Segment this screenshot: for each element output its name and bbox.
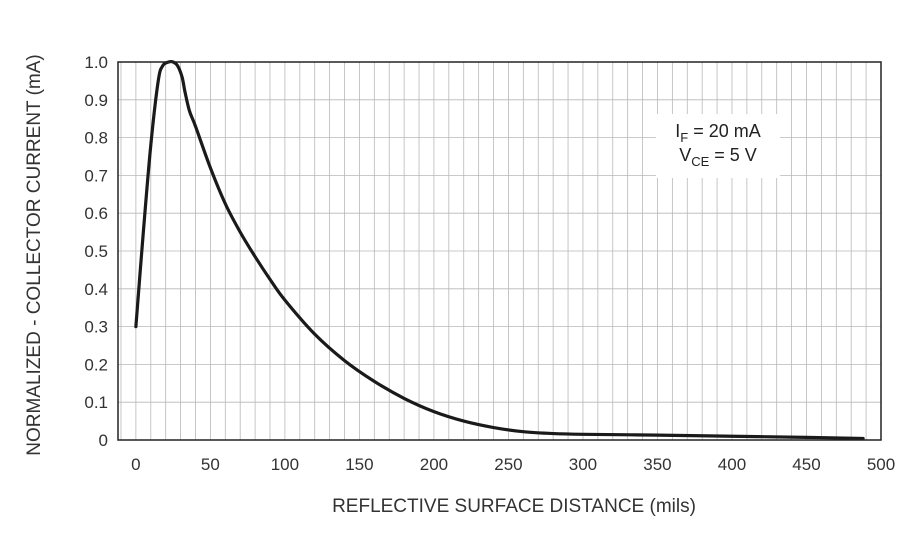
y-tick-label: 0.4	[84, 280, 108, 299]
x-tick-label: 450	[792, 455, 820, 474]
x-tick-label: 400	[718, 455, 746, 474]
x-tick-label: 300	[569, 455, 597, 474]
y-axis-tick-labels: 0 0.1 0.2 0.3 0.4 0.5 0.6 0.7 0.8 0.9 1.0	[84, 53, 108, 450]
y-tick-label: 0.7	[84, 166, 108, 185]
x-tick-label: 50	[201, 455, 220, 474]
grid	[118, 62, 881, 440]
x-axis-title: REFLECTIVE SURFACE DISTANCE (mils)	[332, 496, 696, 517]
x-axis-tick-labels: 0 50 100 150 200 250 300 350 400 450 500	[131, 455, 895, 474]
y-tick-label: 0.8	[84, 129, 108, 148]
x-tick-label: 250	[494, 455, 522, 474]
annotation-condition: VCE = 5 V	[679, 145, 757, 169]
annotation-background	[656, 114, 780, 178]
x-tick-label: 200	[420, 455, 448, 474]
y-tick-label: 0.5	[84, 242, 108, 261]
annotation-condition: IF = 20 mA	[675, 121, 761, 145]
y-tick-label: 1.0	[84, 53, 108, 72]
y-tick-label: 0.6	[84, 204, 108, 223]
plot-frame	[117, 61, 882, 441]
y-tick-label: 0.9	[84, 91, 108, 110]
y-tick-label: 0.1	[84, 393, 108, 412]
x-tick-label: 0	[131, 455, 140, 474]
y-tick-label: 0.3	[84, 318, 108, 337]
x-tick-label: 350	[643, 455, 671, 474]
y-tick-label: 0	[99, 431, 108, 450]
y-axis-title: NORMALIZED - COLLECTOR CURRENT (mA)	[24, 54, 45, 456]
x-tick-label: 500	[867, 455, 895, 474]
x-tick-label: 150	[345, 455, 373, 474]
x-tick-label: 100	[271, 455, 299, 474]
y-tick-label: 0.2	[84, 355, 108, 374]
